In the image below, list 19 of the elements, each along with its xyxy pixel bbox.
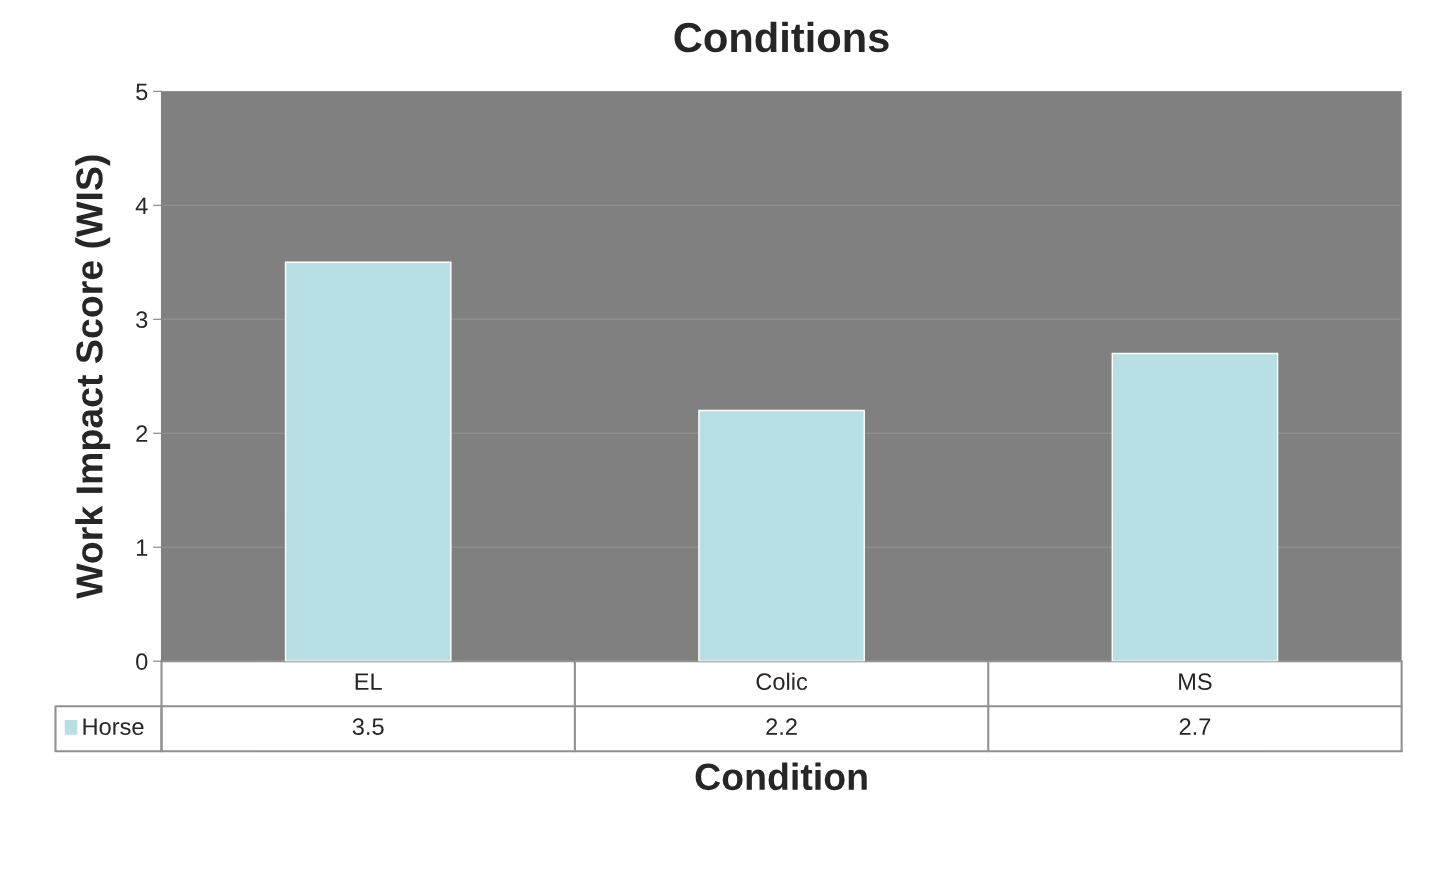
y-tick-label: 3	[136, 311, 148, 329]
data-label: 3.5	[352, 718, 384, 736]
y-tick-label: 0	[136, 653, 148, 670]
x-axis-title: Condition	[695, 762, 867, 791]
bar	[284, 261, 452, 662]
bar	[1111, 352, 1279, 662]
x-tick-label: MS	[1179, 673, 1212, 691]
bar	[698, 409, 865, 662]
legend-label: Horse	[83, 718, 144, 736]
x-tick-label: Colic	[756, 672, 808, 691]
y-tick-label: 2	[136, 425, 148, 442]
y-axis-title: Work Impact Score (WIS)	[75, 155, 111, 599]
y-tick-label: 4	[135, 197, 148, 214]
data-label: 2.7	[1179, 718, 1211, 735]
data-label: 2.2	[766, 718, 797, 735]
y-tick-label: 5	[136, 83, 148, 101]
chart-title: Conditions	[674, 21, 889, 53]
x-tick-label: EL	[355, 673, 382, 690]
y-tick-label: 1	[136, 539, 148, 556]
